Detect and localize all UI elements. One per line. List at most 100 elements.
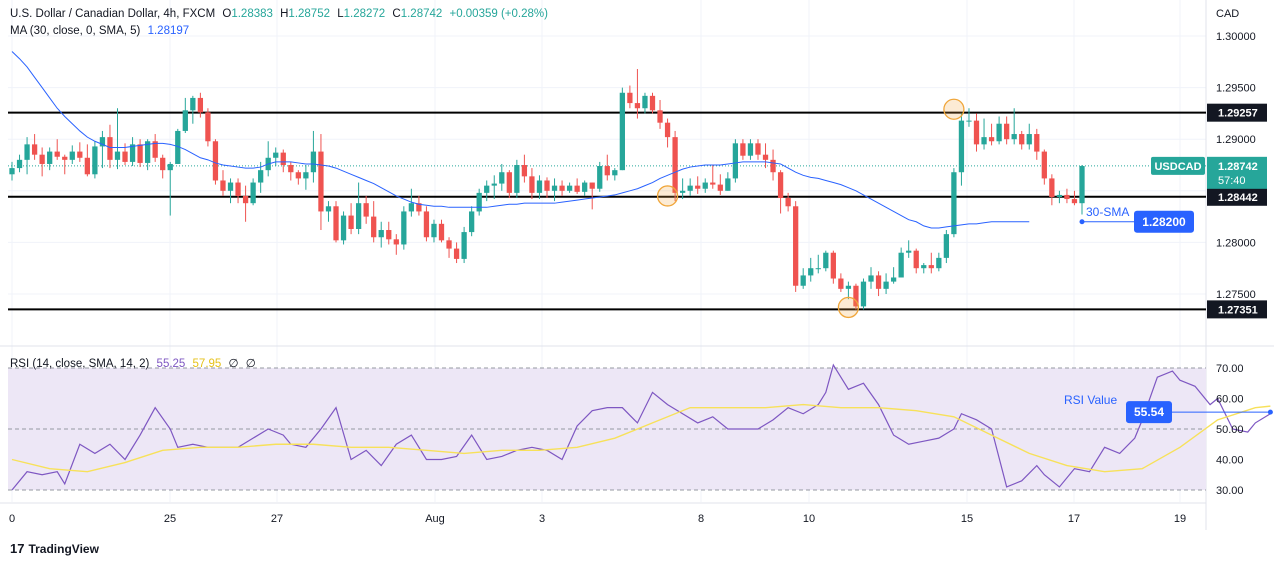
- candle-body: [770, 159, 776, 173]
- candle-body: [92, 146, 98, 175]
- level-badge: [1207, 187, 1267, 206]
- candle: [242, 185, 249, 222]
- rsi-empty-1: ∅: [228, 358, 239, 370]
- candle-body: [69, 151, 75, 160]
- circled-point: [837, 296, 860, 319]
- candle-body: [416, 203, 422, 212]
- candle-body: [619, 92, 625, 171]
- time-tick-label: 8: [698, 513, 704, 525]
- time-tick-label: 0: [9, 513, 15, 525]
- ma-line: [11, 51, 1030, 229]
- candle-body: [77, 151, 83, 158]
- candle-body: [1019, 134, 1025, 145]
- low-value: L1.28272: [337, 8, 386, 20]
- candle-body: [250, 182, 256, 204]
- candle: [371, 201, 377, 243]
- candle-body: [39, 154, 45, 164]
- candle-body: [144, 141, 151, 163]
- candle-body: [99, 137, 106, 147]
- candle-body: [258, 170, 264, 183]
- candle-body: [582, 182, 588, 192]
- candle: [160, 154, 166, 179]
- candle-body: [702, 182, 708, 189]
- candle: [401, 206, 407, 250]
- candle-body: [521, 165, 528, 177]
- candle-body: [973, 120, 980, 145]
- candle: [506, 170, 512, 199]
- candle-body: [890, 277, 897, 282]
- candle: [582, 180, 588, 196]
- price-tick-label: 1.28000: [1216, 237, 1256, 249]
- candle-body: [325, 206, 332, 212]
- candle: [649, 92, 656, 114]
- candle-body: [634, 103, 641, 109]
- candle: [853, 283, 859, 310]
- rsi-empty-2: ∅: [245, 358, 256, 370]
- candle-body: [499, 172, 505, 184]
- candle-body: [348, 215, 354, 229]
- candles-layer[interactable]: [9, 69, 1085, 310]
- candle: [740, 139, 746, 160]
- candle-body: [1056, 194, 1063, 197]
- candle: [793, 201, 799, 292]
- ma-label: MA (30, close, 0, SMA, 5): [10, 25, 141, 37]
- candle-body: [710, 182, 716, 185]
- candle-body: [868, 275, 874, 282]
- candle-body: [604, 166, 610, 176]
- rsi-label: RSI (14, close, SMA, 14, 2): [10, 358, 150, 370]
- candle: [416, 195, 422, 216]
- candle: [627, 85, 633, 109]
- candle-body: [566, 185, 573, 191]
- candle-body: [695, 185, 701, 189]
- time-tick-label: 17: [1068, 513, 1080, 525]
- candle-body: [838, 278, 844, 289]
- candle: [762, 143, 769, 169]
- candle: [755, 139, 761, 160]
- candle: [883, 273, 889, 294]
- tradingview-logo[interactable]: 17 TradingView: [10, 541, 99, 556]
- open-value: O1.28383: [222, 8, 273, 20]
- candle-body: [122, 151, 128, 162]
- candle: [988, 123, 995, 146]
- candle-body: [129, 144, 136, 162]
- candle-body: [981, 137, 987, 145]
- candle-body: [288, 165, 294, 173]
- candle-body: [423, 211, 430, 238]
- close-value: C1.28742: [392, 8, 443, 20]
- candle-body: [280, 152, 286, 165]
- ma-annotation-value: 1.28200: [1142, 215, 1186, 229]
- candle-body: [190, 97, 196, 111]
- price-tick-label: 1.29500: [1216, 83, 1256, 95]
- candle: [597, 161, 603, 192]
- candle-body: [544, 180, 550, 191]
- candle: [325, 201, 332, 222]
- candle-body: [84, 157, 90, 175]
- candle: [679, 178, 686, 200]
- currency-label: CAD: [1216, 8, 1239, 20]
- candle-body: [672, 137, 678, 193]
- candle: [717, 174, 723, 195]
- candle-body: [62, 156, 68, 160]
- candle: [99, 130, 106, 169]
- candle-body: [657, 110, 663, 123]
- symbol-badge-label: USDCAD: [1154, 161, 1201, 173]
- candle: [612, 168, 618, 181]
- candle-body: [295, 172, 301, 179]
- candle-body: [16, 159, 23, 169]
- candle-body: [386, 230, 392, 240]
- candle-body: [1071, 199, 1078, 204]
- rsi-tick-label: 40.00: [1216, 455, 1244, 467]
- candle: [265, 141, 271, 177]
- candle: [921, 263, 927, 274]
- candle: [642, 92, 648, 114]
- candle: [529, 168, 535, 200]
- candle-body: [664, 122, 671, 138]
- rsi-annotation-dot: [1267, 409, 1273, 415]
- candle-body: [469, 211, 475, 233]
- candle: [973, 113, 980, 152]
- candle: [386, 221, 392, 245]
- candle-body: [943, 234, 950, 258]
- candle-body: [107, 137, 113, 160]
- level-badge-label: 1.27351: [1218, 304, 1258, 316]
